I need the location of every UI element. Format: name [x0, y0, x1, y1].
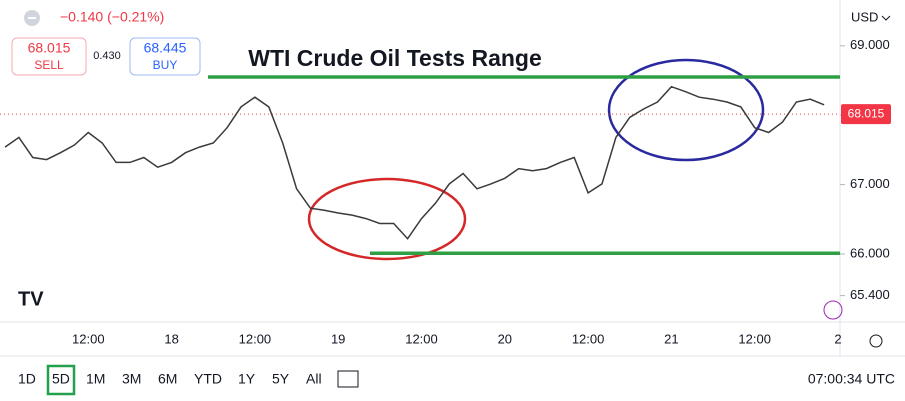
period-button[interactable]: 1Y [238, 371, 256, 387]
annotation-ellipse [307, 177, 467, 261]
buy-button[interactable] [129, 37, 201, 76]
last-price-label: 68.015 [848, 106, 885, 120]
x-tick-label: 2 [834, 331, 841, 346]
period-button[interactable]: 1D [18, 371, 36, 387]
price-line [4, 85, 825, 240]
clock: 07:00:34 UTC [808, 371, 895, 387]
x-tick-label: 12:00 [405, 331, 438, 346]
period-button[interactable]: 3M [122, 371, 141, 387]
x-tick-label: 12:00 [239, 331, 272, 346]
chart-title: WTI Crude Oil Tests Range [248, 45, 542, 71]
x-tick-label: 12:00 [72, 331, 105, 346]
date-range-icon[interactable] [337, 370, 359, 388]
x-tick-label: 12:00 [738, 331, 771, 346]
period-button[interactable]: 5Y [272, 371, 290, 387]
period-selected [46, 364, 76, 396]
y-tick-label: 67.000 [850, 176, 890, 191]
logo: TV [18, 288, 44, 310]
buy-price: 68.445 [144, 40, 187, 56]
alert-icon[interactable] [823, 300, 843, 320]
period-button[interactable]: 6M [158, 371, 177, 387]
period-button[interactable]: All [306, 371, 322, 387]
period-button[interactable]: 5D [52, 371, 70, 387]
spread: 0.430 [93, 50, 121, 62]
buy-label: BUY [153, 58, 178, 72]
dropdown-icon [881, 15, 891, 21]
currency-selector[interactable]: USD [851, 9, 878, 24]
settings-icon[interactable] [869, 334, 883, 348]
period-button[interactable]: YTD [194, 371, 222, 387]
last-price-tag [841, 104, 891, 125]
x-tick-label: 19 [331, 331, 345, 346]
collapse-icon [28, 17, 36, 19]
x-tick-label: 18 [164, 331, 178, 346]
x-tick-label: 12:00 [572, 331, 605, 346]
sell-price: 68.015 [28, 40, 71, 56]
sell-label: SELL [34, 58, 64, 72]
annotation-ellipse [607, 58, 765, 162]
y-tick-label: 66.000 [850, 245, 890, 260]
sell-button[interactable] [11, 37, 87, 76]
period-button[interactable]: 1M [86, 371, 105, 387]
y-tick-label: 69.000 [850, 37, 890, 52]
y-tick-label: 65.400 [850, 287, 890, 302]
price-change: −0.140 (−0.21%) [60, 9, 164, 25]
x-tick-label: 20 [498, 331, 512, 346]
x-tick-label: 21 [664, 331, 678, 346]
